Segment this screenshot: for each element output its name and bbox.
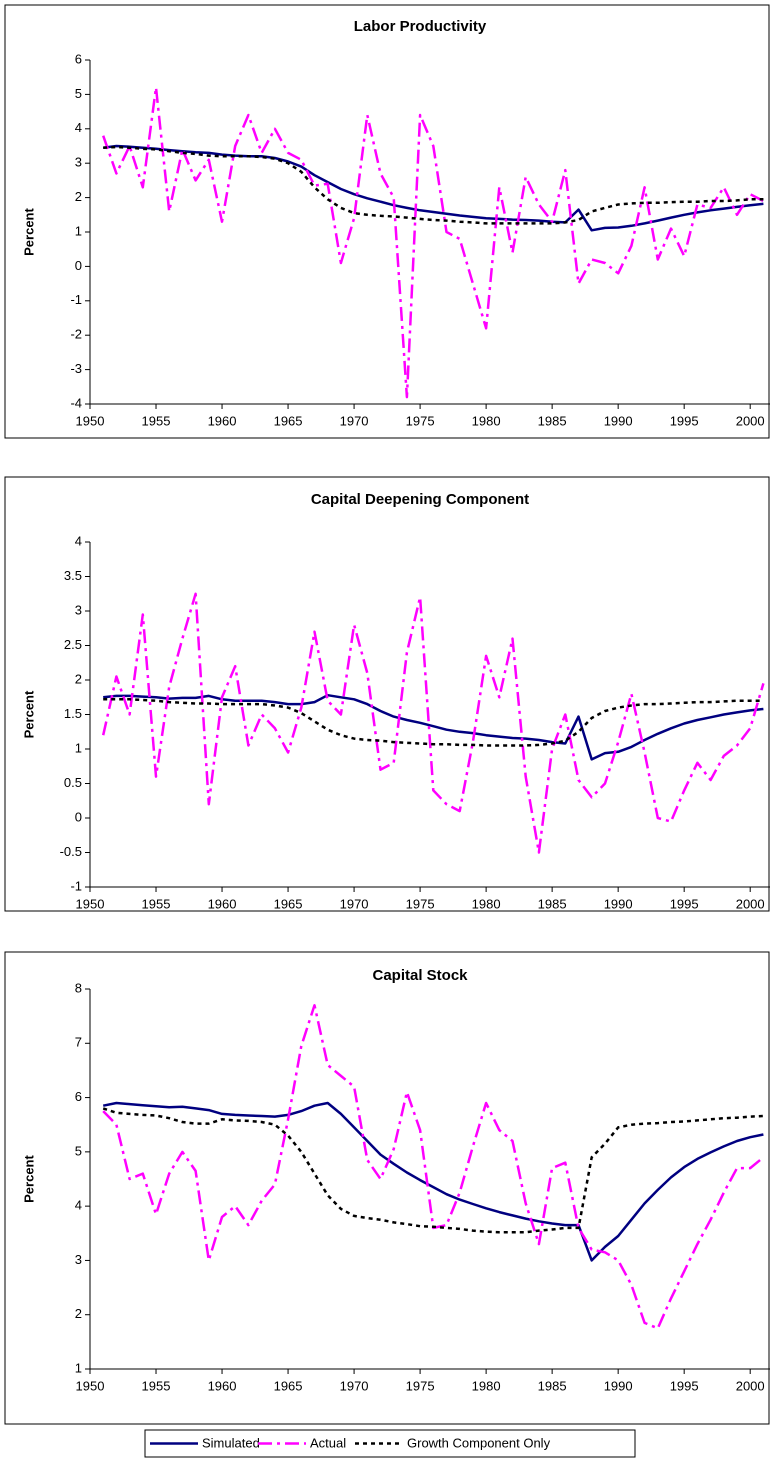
x-tick-label: 1965 xyxy=(274,1378,303,1393)
y-tick-label: 1 xyxy=(75,223,82,238)
x-tick-label: 1950 xyxy=(76,413,105,428)
x-tick-label: 1980 xyxy=(472,896,501,911)
y-tick-label: -2 xyxy=(70,327,82,342)
x-tick-label: 1995 xyxy=(670,1378,699,1393)
series-line xyxy=(103,144,764,232)
x-tick-label: 1960 xyxy=(208,896,237,911)
y-tick-label: 4 xyxy=(75,1198,82,1213)
y-tick-label: 3 xyxy=(75,155,82,170)
y-tick-label: 4 xyxy=(75,533,82,548)
y-tick-label: 1 xyxy=(75,1360,82,1375)
series-line xyxy=(103,698,764,747)
chart-title: Labor Productivity xyxy=(354,18,487,35)
x-tick-label: 1980 xyxy=(472,1378,501,1393)
series-line xyxy=(102,1107,764,1234)
x-tick-label: 1950 xyxy=(76,1378,105,1393)
x-tick-label: 1960 xyxy=(208,413,237,428)
x-tick-label: 1985 xyxy=(538,896,567,911)
y-tick-label: 3 xyxy=(75,602,82,617)
x-tick-label: 1990 xyxy=(604,1378,633,1393)
legend-label: Simulated xyxy=(202,1435,260,1450)
x-tick-label: 2000 xyxy=(736,896,765,911)
x-tick-label: 1975 xyxy=(406,413,435,428)
y-tick-label: -0.5 xyxy=(60,844,82,859)
y-tick-label: 7 xyxy=(75,1035,82,1050)
panel-frame xyxy=(4,4,770,439)
y-tick-label: -3 xyxy=(70,361,82,376)
chart-title: Capital Stock xyxy=(372,967,468,984)
y-tick-label: 2 xyxy=(75,189,82,204)
x-tick-label: 1950 xyxy=(76,896,105,911)
x-tick-label: 1955 xyxy=(142,896,171,911)
x-tick-label: 1955 xyxy=(142,413,171,428)
panel-frame xyxy=(4,951,770,1425)
y-tick-label: 1 xyxy=(75,740,82,755)
y-tick-label: -1 xyxy=(70,292,82,307)
x-tick-label: 1970 xyxy=(340,896,369,911)
y-tick-label: 3.5 xyxy=(64,568,82,583)
y-tick-label: 6 xyxy=(75,51,82,66)
y-tick-label: 0 xyxy=(75,809,82,824)
x-tick-label: 1985 xyxy=(538,1378,567,1393)
x-tick-label: 1975 xyxy=(406,896,435,911)
legend-label: Actual xyxy=(310,1435,346,1450)
x-tick-label: 1965 xyxy=(274,413,303,428)
y-tick-label: 5 xyxy=(75,1143,82,1158)
y-axis-label: Percent xyxy=(21,207,36,255)
series-line xyxy=(101,592,765,854)
y-tick-label: 8 xyxy=(75,980,82,995)
y-tick-label: 1.5 xyxy=(64,706,82,721)
chart-title: Capital Deepening Component xyxy=(311,491,529,508)
y-tick-label: 3 xyxy=(75,1252,82,1267)
x-tick-label: 1955 xyxy=(142,1378,171,1393)
y-tick-label: 2 xyxy=(75,1306,82,1321)
series-line xyxy=(102,86,764,399)
y-tick-label: 5 xyxy=(75,86,82,101)
series-line xyxy=(103,693,764,761)
x-tick-label: 1990 xyxy=(604,896,633,911)
legend-label: Growth Component Only xyxy=(407,1435,551,1450)
x-tick-label: 2000 xyxy=(736,1378,765,1393)
y-tick-label: 6 xyxy=(75,1089,82,1104)
x-tick-label: 1980 xyxy=(472,413,501,428)
y-axis-label: Percent xyxy=(21,1154,36,1202)
y-tick-label: 0 xyxy=(75,258,82,273)
x-tick-label: 1990 xyxy=(604,413,633,428)
x-tick-label: 1960 xyxy=(208,1378,237,1393)
x-tick-label: 1970 xyxy=(340,413,369,428)
panel-frame xyxy=(4,476,770,912)
y-tick-label: 0.5 xyxy=(64,775,82,790)
y-axis-label: Percent xyxy=(21,690,36,738)
x-tick-label: 1985 xyxy=(538,413,567,428)
series-line xyxy=(102,1101,764,1262)
x-tick-label: 1975 xyxy=(406,1378,435,1393)
y-tick-label: 2.5 xyxy=(64,637,82,652)
x-tick-label: 2000 xyxy=(736,413,765,428)
y-tick-label: -1 xyxy=(70,878,82,893)
y-tick-label: -4 xyxy=(70,395,82,410)
x-tick-label: 1965 xyxy=(274,896,303,911)
x-tick-label: 1995 xyxy=(670,413,699,428)
y-tick-label: 4 xyxy=(75,120,82,135)
x-tick-label: 1970 xyxy=(340,1378,369,1393)
x-tick-label: 1995 xyxy=(670,896,699,911)
y-tick-label: 2 xyxy=(75,671,82,686)
